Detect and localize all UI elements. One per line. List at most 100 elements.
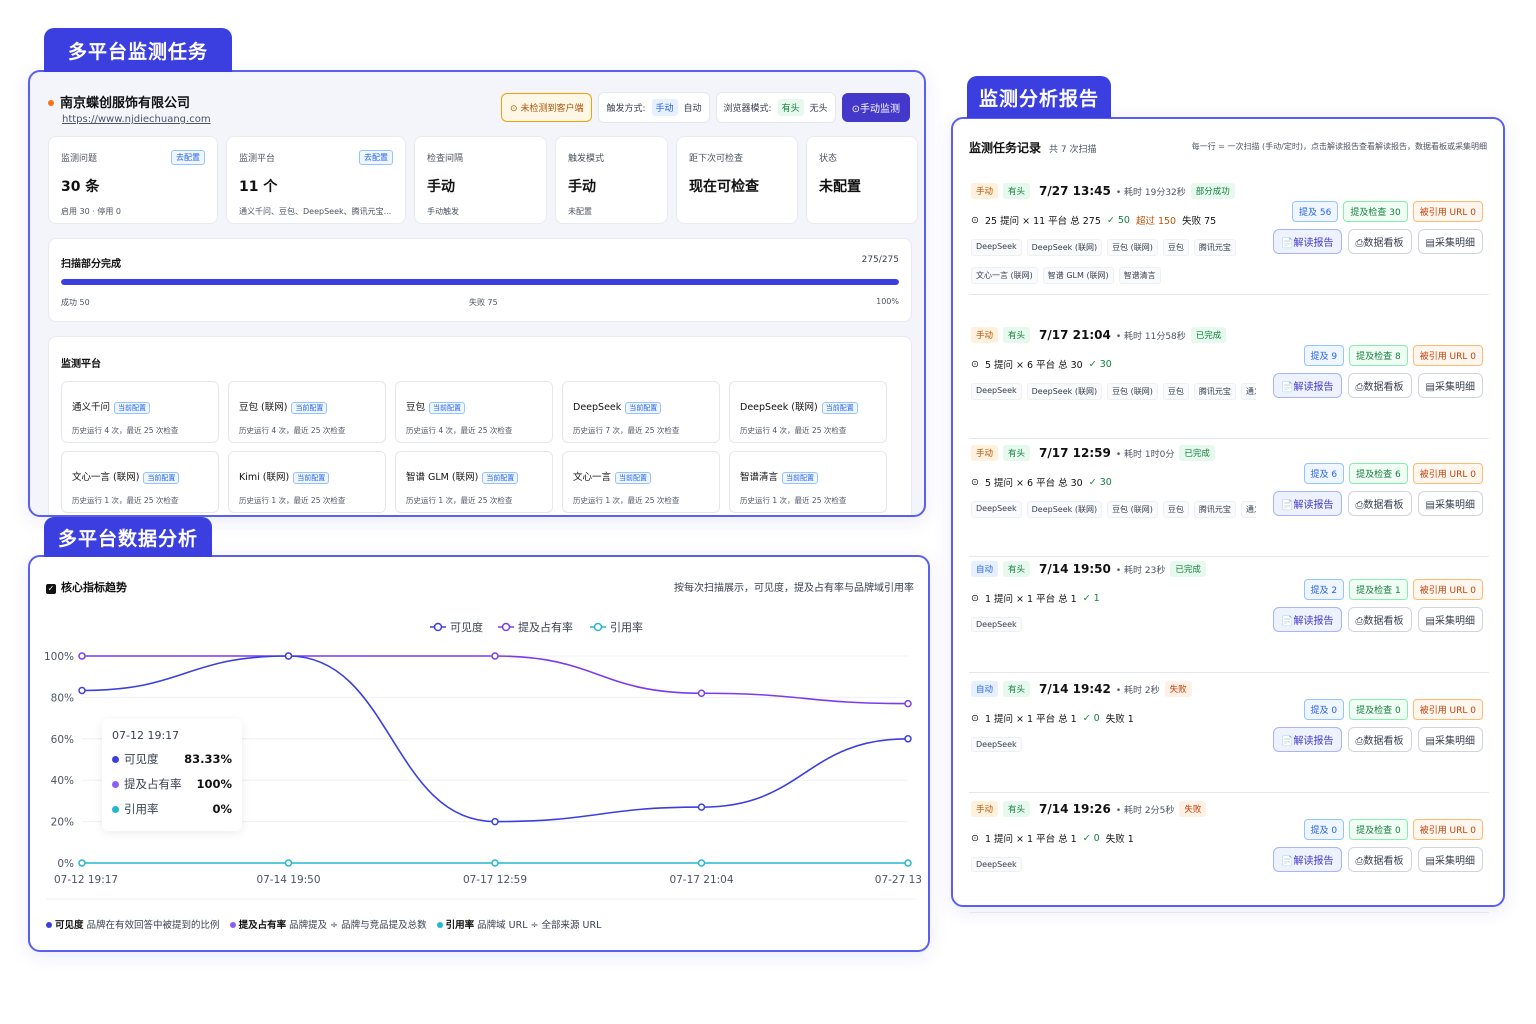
success-count: ✓ 50 xyxy=(1106,214,1130,226)
platforms-card: 监测平台 通义千问 当前配置 历史运行 4 次，最近 25 次检查 豆包 (联网) 当前… xyxy=(48,336,912,515)
scan-fail: 失败 75 xyxy=(469,298,498,307)
collection-detail-button[interactable]: ▤采集明细 xyxy=(1417,607,1483,632)
company-url-link[interactable]: https://www.njdiechuang.com xyxy=(62,114,211,125)
platform-card[interactable]: 智谱清言 当前配置 历史运行 1 次，最近 25 次检查 xyxy=(729,451,887,513)
data-board-button[interactable]: ⎙数据看板 xyxy=(1347,727,1412,752)
platform-chips: 文心一言 (联网) 智谱 GLM (联网) 智谱清言 xyxy=(971,267,1256,284)
stat-value: 手动 xyxy=(427,179,455,195)
status-badge: 失败 xyxy=(1179,801,1207,817)
report-title: 监测任务记录共 7 次扫描 xyxy=(969,139,1096,156)
collection-detail-button[interactable]: ▤采集明细 xyxy=(1417,847,1483,872)
read-report-button[interactable]: 📄解读报告 xyxy=(1273,727,1342,752)
platform-chips: DeepSeek DeepSeek (联网) 豆包 (联网) 豆包 腾讯元宝 xyxy=(971,239,1256,256)
current-config-badge: 当前配置 xyxy=(782,472,819,484)
trigger-option-auto[interactable]: 自动 xyxy=(683,104,702,114)
stat-label: 状态 xyxy=(819,154,838,164)
status-dot xyxy=(48,99,54,106)
platform-chip: 腾讯元宝 xyxy=(1193,501,1236,518)
platform-name: 智谱 GLM (联网) xyxy=(406,472,479,483)
platform-card[interactable]: 文心一言 (联网) 当前配置 历史运行 1 次，最近 25 次检查 xyxy=(61,451,219,513)
platform-chip: DeepSeek (联网) xyxy=(1026,501,1103,518)
success-count: ✓ 1 xyxy=(1082,592,1100,604)
success-count: ✓ 0 xyxy=(1082,712,1100,724)
y-tick-label: 100% xyxy=(44,651,74,663)
current-config-badge: 当前配置 xyxy=(482,472,519,484)
current-config-badge: 当前配置 xyxy=(143,472,180,484)
x-tick-label: 07-17 21:04 xyxy=(669,874,733,886)
record-row[interactable]: 手动 有头 7/17 12:59 • 耗时 1时0分 已完成 ⊙ 5 提问 × 6 平台 总… xyxy=(969,445,1489,557)
x-tick-label: 07-17 12:59 xyxy=(463,874,527,886)
platform-chip: DeepSeek xyxy=(971,617,1022,632)
platform-name: 通义千问 xyxy=(72,402,111,413)
collection-detail-button[interactable]: ▤采集明细 xyxy=(1417,727,1483,752)
data-board-button[interactable]: ⎙数据看板 xyxy=(1347,229,1412,254)
over-count: 超过 150 xyxy=(1135,216,1177,227)
record-header: 自动 有头 7/14 19:42 • 耗时 2秒 失败 xyxy=(971,681,1192,697)
platform-name: Kimi (联网) xyxy=(239,472,290,483)
read-report-button[interactable]: 📄解读报告 xyxy=(1273,847,1342,872)
configure-button[interactable]: 去配置 xyxy=(359,150,393,165)
data-board-button[interactable]: ⎙数据看板 xyxy=(1347,607,1412,632)
browser-option-headless[interactable]: 无头 xyxy=(809,104,828,114)
scan-title: 扫描部分完成 xyxy=(61,259,121,270)
browser-option-headed[interactable]: 有头 xyxy=(777,99,804,116)
platform-card[interactable]: 智谱 GLM (联网) 当前配置 历史运行 1 次，最近 25 次检查 xyxy=(395,451,553,513)
read-report-button[interactable]: 📄解读报告 xyxy=(1273,491,1342,516)
status-badge: 已完成 xyxy=(1170,561,1206,577)
record-row[interactable]: 自动 有头 7/14 19:42 • 耗时 2秒 失败 ⊙ 1 提问 × 1 平台 总 1 ✓… xyxy=(969,681,1489,793)
data-point xyxy=(904,735,912,743)
stat-label: 检查间隔 xyxy=(427,154,464,164)
tooltip-series-name: 可见度 xyxy=(124,752,159,766)
record-row[interactable]: 手动 有头 7/27 13:45 • 耗时 19分32秒 部分成功 ⊙ 25 提问 × 11… xyxy=(969,183,1489,295)
trigger-badge: 自动 xyxy=(971,681,999,697)
scan-percent: 100% xyxy=(876,297,899,306)
series-dot-icon xyxy=(112,781,119,788)
configure-button[interactable]: 去配置 xyxy=(171,150,205,165)
company-header: 南京蝶创服饰有限公司 https://www.njdiechuang.com xyxy=(48,92,211,125)
scan-success: 成功 50 xyxy=(61,298,90,307)
record-time: 7/14 19:42 xyxy=(1039,682,1111,696)
definition-citation-rate: 引用率 品牌域 URL ÷ 全部来源 URL xyxy=(436,917,601,931)
platform-card[interactable]: Kimi (联网) 当前配置 历史运行 1 次，最近 25 次检查 xyxy=(228,451,386,513)
legend-marker xyxy=(593,622,603,632)
summary-text: 1 提问 × 1 平台 总 1 xyxy=(984,834,1077,845)
platform-card[interactable]: 通义千问 当前配置 历史运行 4 次，最近 25 次检查 xyxy=(61,381,219,443)
manual-monitor-button[interactable]: ⊙手动监测 xyxy=(841,93,910,122)
mention-check-metric: 提及检查 1 xyxy=(1349,579,1408,600)
platform-history: 历史运行 4 次，最近 25 次检查 xyxy=(406,426,513,435)
platform-chip: DeepSeek xyxy=(971,383,1022,400)
browser-mode-badge: 有头 xyxy=(1003,445,1031,461)
collection-detail-button[interactable]: ▤采集明细 xyxy=(1417,229,1483,254)
read-report-button[interactable]: 📄解读报告 xyxy=(1273,607,1342,632)
collection-detail-button[interactable]: ▤采集明细 xyxy=(1417,373,1483,398)
read-report-button[interactable]: 📄解读报告 xyxy=(1273,373,1342,398)
data-board-button[interactable]: ⎙数据看板 xyxy=(1347,373,1412,398)
read-report-button[interactable]: 📄解读报告 xyxy=(1273,229,1342,254)
platform-chip: 文心一言 (联网) xyxy=(971,267,1038,284)
collection-detail-button[interactable]: ▤采集明细 xyxy=(1417,491,1483,516)
platform-card[interactable]: 豆包 当前配置 历史运行 4 次，最近 25 次检查 xyxy=(395,381,553,443)
stat-label: 监测平台 xyxy=(239,154,276,164)
record-row[interactable]: 自动 有头 7/14 19:50 • 耗时 23秒 已完成 ⊙ 1 提问 × 1 平台 总 … xyxy=(969,561,1489,673)
platform-name: DeepSeek (联网) xyxy=(740,402,818,413)
trigger-option-manual[interactable]: 手动 xyxy=(651,99,678,116)
browser-mode-badge: 有头 xyxy=(1003,327,1031,343)
legend-marker xyxy=(501,622,511,632)
series-dot-icon xyxy=(46,922,52,928)
platform-history: 历史运行 4 次，最近 25 次检查 xyxy=(239,426,346,435)
series-dot-icon xyxy=(112,806,119,813)
legend-label: 提及占有率 xyxy=(518,620,573,634)
platform-card[interactable]: DeepSeek 当前配置 历史运行 7 次，最近 25 次检查 xyxy=(562,381,720,443)
data-board-button[interactable]: ⎙数据看板 xyxy=(1347,847,1412,872)
check-circle-icon: ⊙ xyxy=(971,476,979,488)
record-metrics: 提及 9 提及检查 8 被引用 URL 0 xyxy=(1303,345,1483,366)
data-board-button[interactable]: ⎙数据看板 xyxy=(1347,491,1412,516)
platform-card[interactable]: 豆包 (联网) 当前配置 历史运行 4 次，最近 25 次检查 xyxy=(228,381,386,443)
platform-card[interactable]: DeepSeek (联网) 当前配置 历史运行 4 次，最近 25 次检查 xyxy=(729,381,887,443)
chart-tooltip: 07-12 19:17 可见度 83.33% 提及占有率 100% 引用率 0% xyxy=(102,719,242,831)
record-row[interactable]: 手动 有头 7/17 21:04 • 耗时 11分58秒 已完成 ⊙ 5 提问 × 6 平台… xyxy=(969,327,1489,439)
record-row[interactable]: 手动 有头 7/14 19:26 • 耗时 2分5秒 失败 ⊙ 1 提问 × 1 平台 总 … xyxy=(969,801,1489,913)
platform-card[interactable]: 文心一言 当前配置 历史运行 1 次，最近 25 次检查 xyxy=(562,451,720,513)
record-summary: ⊙ 25 提问 × 11 平台 总 275 ✓ 50 超过 150 失败 75 xyxy=(971,213,1216,228)
